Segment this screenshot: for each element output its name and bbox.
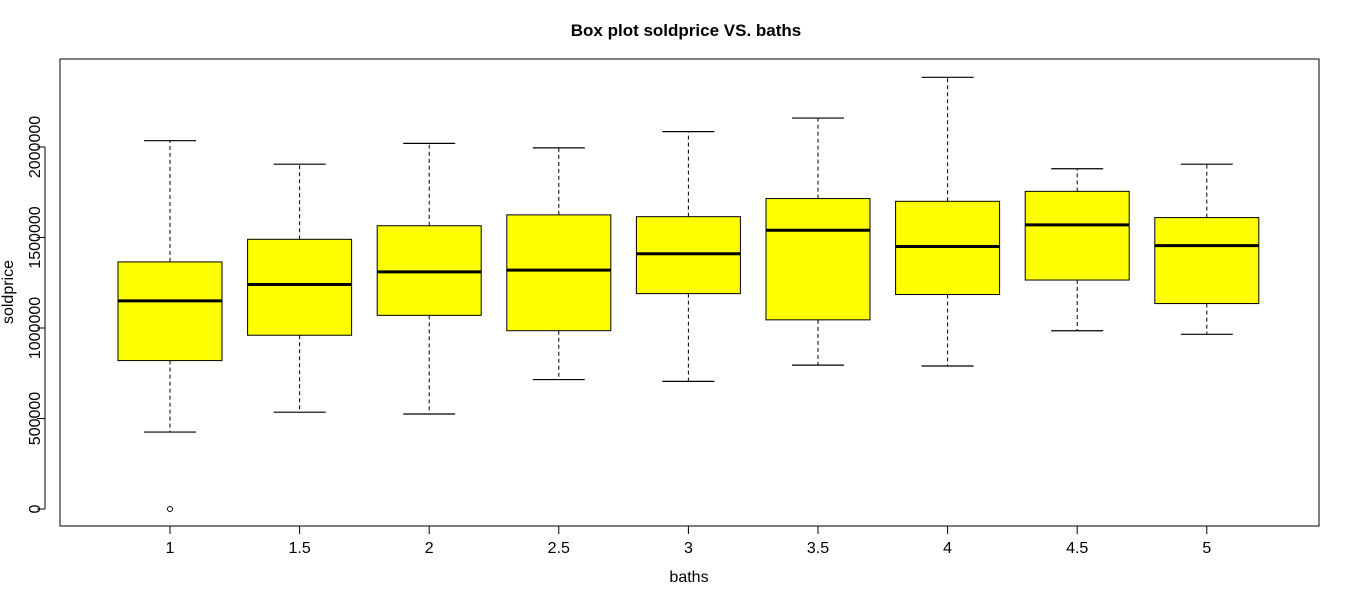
- box-2-5: [506, 147, 612, 381]
- box-1-5: [247, 163, 353, 413]
- iqr-box: [1024, 190, 1130, 281]
- y-axis-label: soldprice: [0, 260, 17, 324]
- iqr-box: [247, 238, 353, 336]
- chart-title: Box plot soldprice VS. baths: [571, 21, 801, 40]
- y-tick-label: 2000000: [27, 116, 44, 178]
- x-tick-label: 5: [1202, 540, 1211, 557]
- x-axis: 1 1.5 2 2.5 3 3.5 4 4.5 5: [166, 525, 1211, 557]
- y-tick-label: 1000000: [27, 297, 44, 359]
- box-4-5: [1024, 168, 1130, 332]
- outlier-point: [167, 506, 173, 512]
- y-axis: 0 500000 1000000 1500000 2000000: [27, 116, 46, 513]
- iqr-box: [506, 214, 612, 332]
- x-tick-label: 2: [425, 540, 434, 557]
- x-tick-label: 1: [166, 540, 175, 557]
- boxes-group: [117, 76, 1260, 512]
- iqr-box: [765, 198, 871, 321]
- y-tick-label: 0: [27, 504, 44, 513]
- x-tick-label: 2.5: [548, 540, 570, 557]
- box-3-5: [765, 117, 871, 366]
- x-axis-label: baths: [669, 569, 708, 586]
- x-tick-label: 1.5: [288, 540, 310, 557]
- y-tick-label: 1500000: [27, 206, 44, 268]
- box-5: [1154, 163, 1260, 335]
- box-1: [117, 140, 223, 512]
- x-tick-label: 4.5: [1066, 540, 1088, 557]
- box-2: [376, 142, 482, 415]
- y-tick-label: 500000: [27, 392, 44, 445]
- iqr-box: [117, 261, 223, 362]
- box-3: [635, 131, 741, 382]
- box-4: [895, 76, 1001, 367]
- iqr-box: [1154, 217, 1260, 305]
- x-tick-label: 3.5: [807, 540, 829, 557]
- x-tick-label: 4: [943, 540, 952, 557]
- x-tick-label: 3: [684, 540, 693, 557]
